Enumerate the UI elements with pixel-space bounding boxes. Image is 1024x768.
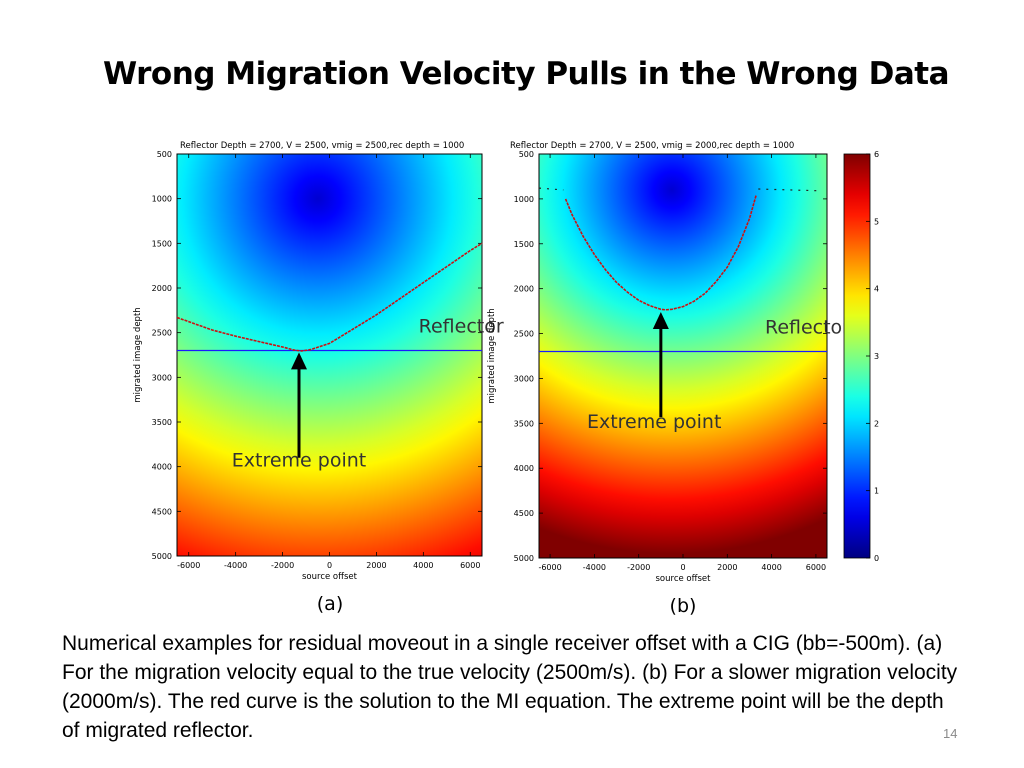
x-tick-label: 0 [680, 563, 685, 572]
caption: Numerical examples for residual moveout … [62, 632, 958, 742]
y-tick-label: 2000 [514, 285, 534, 294]
plot-title: Reflector Depth = 2700, V = 2500, vmig =… [180, 141, 464, 151]
x-tick-label: 4000 [761, 563, 781, 572]
y-tick-label: 1500 [514, 240, 534, 249]
slide-title: Wrong Migration Velocity Pulls in the Wr… [103, 56, 949, 92]
x-tick-label: -2000 [627, 563, 650, 572]
y-tick-label: 1500 [152, 239, 172, 248]
reflector-label: Reflector [765, 317, 850, 339]
page-number: 14 [943, 726, 958, 741]
reflector-label: Reflector [419, 316, 504, 338]
y-tick-label: 3500 [514, 419, 534, 428]
extreme-point-arrowhead [291, 352, 307, 370]
moveout-curve [564, 195, 757, 311]
x-tick-label: -6000 [538, 563, 561, 572]
y-tick-label: 1000 [514, 195, 534, 204]
y-tick-label: 500 [519, 150, 534, 159]
y-tick-label: 3500 [152, 418, 172, 427]
x-tick-label: -4000 [583, 563, 606, 572]
y-tick-label: 3000 [152, 373, 172, 382]
x-tick-label: 6000 [460, 561, 480, 570]
x-tick-label: -2000 [271, 561, 294, 570]
figure: Reflector Depth = 2700, V = 2500, vmig =… [133, 141, 879, 617]
colorbar-tick-label: 5 [874, 217, 879, 226]
y-tick-label: 4000 [514, 464, 534, 473]
extreme-point-label: Extreme point [232, 450, 366, 472]
x-axis-label: source offset [302, 572, 358, 582]
y-axis-label: migrated image depth [487, 308, 497, 403]
y-tick-label: 2500 [514, 330, 534, 339]
heatmap-field [539, 154, 827, 558]
heatmap-field [177, 154, 482, 556]
y-tick-label: 5000 [514, 554, 534, 563]
colorbar-tick-label: 2 [874, 419, 879, 428]
extreme-point-label: Extreme point [587, 411, 721, 433]
extreme-point-arrowhead [652, 312, 669, 330]
y-tick-label: 5000 [152, 552, 172, 561]
x-tick-label: 2000 [366, 561, 386, 570]
y-tick-label: 2000 [152, 284, 172, 293]
panel-b: Reflector Depth = 2700, V = 2500, vmig =… [487, 141, 850, 617]
colorbar-tick-label: 3 [874, 352, 879, 361]
y-axis-label: migrated image depth [133, 307, 143, 402]
panel-a: Reflector Depth = 2700, V = 2500, vmig =… [133, 141, 504, 615]
x-axis-label: source offset [656, 574, 712, 584]
colorbar-tick-label: 0 [874, 554, 879, 563]
colorbar-tick-label: 6 [874, 150, 879, 159]
moveout-curve [176, 242, 483, 352]
colorbar-tick-label: 1 [874, 487, 879, 496]
plot-title: Reflector Depth = 2700, V = 2500, vmig =… [510, 141, 794, 151]
x-tick-label: -4000 [224, 561, 247, 570]
y-tick-label: 4500 [152, 507, 172, 516]
y-tick-label: 4500 [514, 509, 534, 518]
panel-label: (a) [317, 593, 343, 615]
y-tick-label: 3000 [514, 374, 534, 383]
y-tick-label: 1000 [152, 195, 172, 204]
x-tick-label: 6000 [806, 563, 826, 572]
colorbar-tick-label: 4 [874, 285, 879, 294]
panel-label: (b) [670, 595, 697, 617]
x-tick-label: -6000 [177, 561, 200, 570]
y-tick-label: 2500 [152, 329, 172, 338]
colorbar-scale [843, 153, 871, 559]
colorbar: 0 1 2 3 4 5 6 [843, 150, 879, 563]
x-tick-label: 4000 [413, 561, 433, 570]
y-tick-label: 4000 [152, 463, 172, 472]
y-tick-label: 500 [157, 150, 172, 159]
x-tick-label: 2000 [717, 563, 737, 572]
x-tick-label: 0 [327, 561, 332, 570]
